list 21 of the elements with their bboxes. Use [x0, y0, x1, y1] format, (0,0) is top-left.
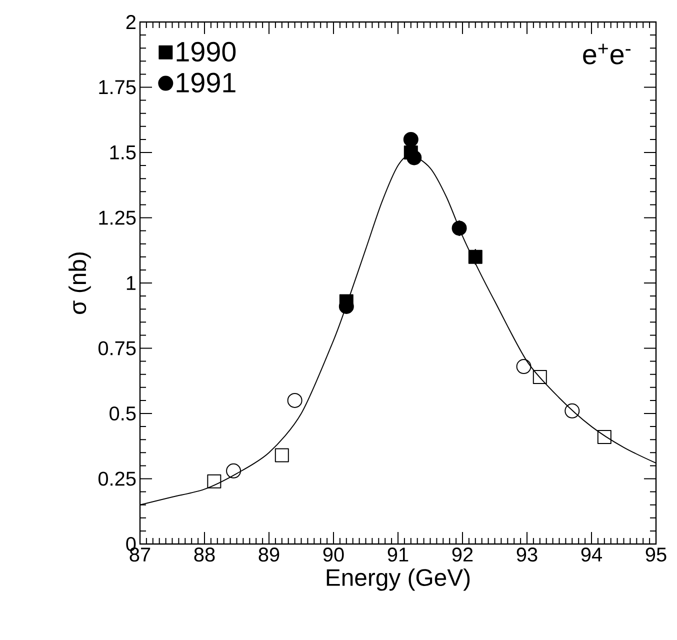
- annotation: e$^{+}$e$^{-}$: [583, 44, 630, 64]
- y-tick-label: 1.5: [110, 146, 136, 160]
- x-tick-label: 90: [323, 548, 344, 562]
- legend-label: 1990: [176, 42, 236, 62]
- y-axis-title: σ (nb): [68, 252, 91, 314]
- y-tick-label: 0.5: [110, 406, 136, 421]
- x-tick-label: 92: [452, 548, 473, 562]
- x-tick-label: 95: [646, 548, 666, 562]
- x-tick-label: 93: [516, 548, 538, 562]
- y-tick-label: 1.75: [99, 80, 136, 94]
- x-tick-label: 91: [388, 548, 408, 562]
- y-tick-label: 1.25: [99, 210, 136, 225]
- legend-label: 1991: [176, 72, 236, 93]
- y-tick-label: 1: [126, 276, 136, 290]
- y-tick-label: 2: [126, 15, 136, 29]
- y-tick-label: 0.25: [98, 472, 136, 486]
- x-axis-title: Energy (GeV): [326, 568, 470, 591]
- x-tick-label: 88: [194, 548, 215, 562]
- y-tick-label: 0.75: [98, 341, 136, 356]
- x-tick-label: 89: [258, 548, 280, 562]
- x-tick-label: 94: [581, 548, 602, 562]
